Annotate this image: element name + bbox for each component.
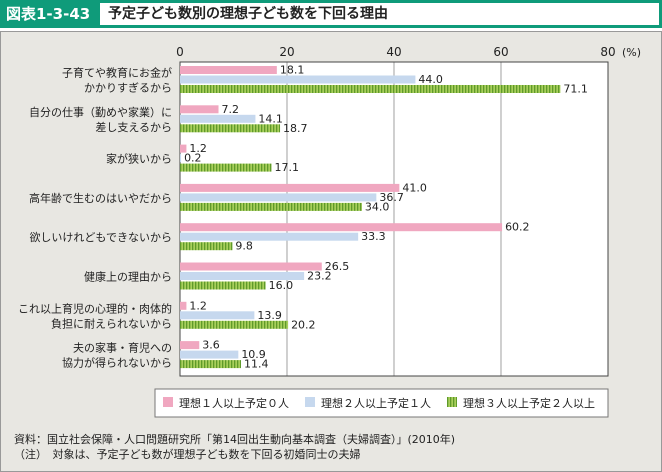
bar-2: [180, 232, 359, 241]
legend-swatch-1: [163, 397, 173, 407]
bar-3: [180, 202, 362, 211]
footnote: （注） 対象は、予定子ども数が理想子ども数を下回る初婚同士の夫婦: [14, 448, 361, 461]
category-label: かかりすぎるから: [84, 81, 172, 95]
legend-label: 理想１人以上予定０人: [179, 396, 289, 410]
legend-swatch-3: [447, 397, 457, 407]
unit-label: (%): [622, 46, 641, 59]
data-label: 44.0: [418, 73, 443, 86]
legend-label: 理想２人以上予定１人: [321, 396, 431, 410]
x-tick-label: 40: [386, 45, 401, 59]
x-tick-label: 0: [176, 45, 184, 59]
category-label: 家が狭いから: [106, 152, 172, 166]
data-label: 9.8: [235, 240, 253, 253]
data-label: 23.2: [307, 270, 332, 283]
category-label: 自分の仕事（勤めや家業）に: [29, 105, 172, 119]
category-label: 夫の家事・育児への: [73, 341, 172, 355]
bar-3: [180, 360, 241, 369]
bar-2: [180, 114, 256, 123]
category-label: 高年齢で生むのはいやだから: [29, 191, 172, 205]
data-label: 60.2: [505, 221, 530, 234]
data-label: 1.2: [189, 299, 207, 312]
figure-number: 図表1-3-43: [6, 5, 91, 23]
data-label: 0.2: [184, 152, 202, 165]
source-note: 資料：国立社会保障・人口問題研究所「第14回出生動向基本調査（夫婦調査）」(20…: [14, 433, 456, 446]
plot-border: [179, 61, 609, 377]
bar-2: [180, 350, 239, 359]
bar-2: [180, 193, 377, 202]
bar-2: [180, 154, 182, 163]
legend: [154, 388, 609, 418]
bar-1: [180, 301, 187, 310]
data-label: 13.9: [257, 309, 282, 322]
x-tick-label: 20: [279, 45, 294, 59]
x-tick-label: 60: [493, 45, 508, 59]
legend-label: 理想３人以上予定２人以上: [463, 396, 595, 410]
legend-swatch-2: [305, 397, 315, 407]
category-label: 子育てや教育にお金が: [62, 66, 172, 80]
data-label: 14.1: [258, 112, 283, 125]
bar-1: [180, 341, 200, 350]
data-label: 41.0: [402, 181, 427, 194]
bar-1: [180, 262, 322, 271]
bar-3: [180, 281, 266, 290]
bar-3: [180, 163, 272, 172]
category-label: 協力が得られないから: [62, 356, 172, 370]
data-label: 10.9: [241, 348, 266, 361]
data-label: 3.6: [202, 339, 220, 352]
data-label: 34.0: [365, 200, 390, 213]
category-label: 健康上の理由から: [84, 270, 172, 284]
bar-1: [180, 66, 277, 74]
data-label: 7.2: [222, 103, 240, 116]
category-label: 差し支えるから: [95, 120, 172, 134]
bar-2: [180, 75, 416, 84]
data-label: 36.7: [379, 191, 404, 204]
data-label: 71.1: [563, 83, 588, 96]
bar-3: [180, 242, 233, 251]
figure-header: 図表1-3-43 予定子ども数別の理想子ども数を下回る理由: [0, 0, 662, 28]
bar-3: [180, 320, 289, 329]
category-label: これ以上育児の心理的・肉体的: [18, 301, 172, 315]
data-label: 16.0: [269, 279, 294, 292]
bar-1: [180, 105, 219, 114]
data-label: 1.2: [189, 142, 207, 155]
bar-3: [180, 124, 281, 133]
bar-1: [180, 183, 400, 192]
data-label: 33.3: [361, 230, 386, 243]
bar-1: [180, 144, 187, 153]
bar-2: [180, 311, 255, 320]
bar-2: [180, 272, 305, 280]
x-tick-label: 80: [600, 45, 615, 59]
data-label: 26.5: [325, 260, 350, 273]
data-label: 11.4: [244, 358, 268, 371]
data-label: 18.1: [280, 64, 305, 77]
category-label: 負担に耐えられないから: [51, 316, 172, 330]
figure-title: 予定子ども数別の理想子ども数を下回る理由: [100, 3, 659, 25]
bar-1: [180, 223, 503, 232]
data-label: 17.1: [274, 161, 299, 174]
category-label: 欲しいけれどもできないから: [29, 230, 172, 244]
data-label: 18.7: [283, 122, 308, 135]
bar-3: [180, 85, 561, 93]
data-label: 20.2: [291, 318, 316, 331]
